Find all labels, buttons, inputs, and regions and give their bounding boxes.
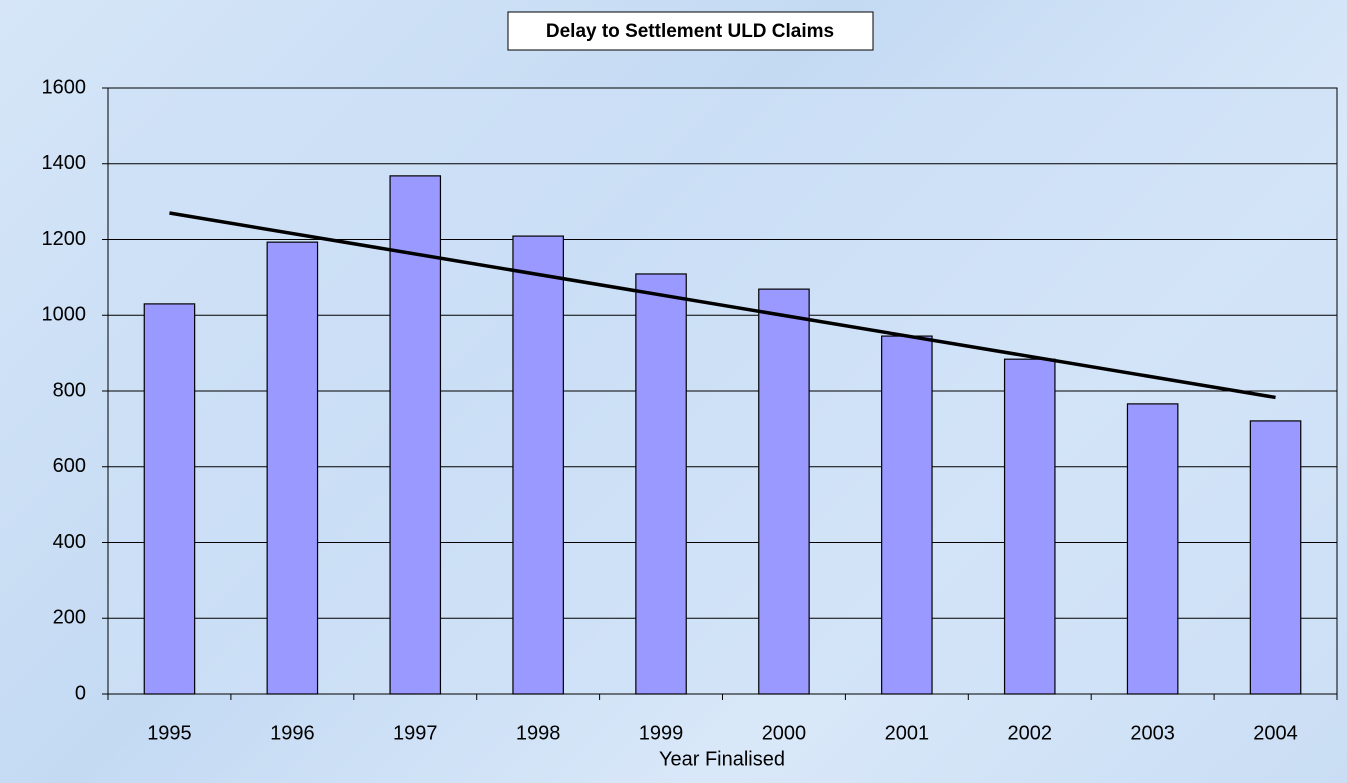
bar — [635, 273, 687, 695]
bar — [143, 303, 196, 695]
trend-line — [169, 211, 1276, 400]
y-tick-label: 1200 — [42, 228, 87, 250]
y-tick-label: 200 — [53, 607, 86, 629]
y-tick-label: 0 — [75, 682, 86, 704]
x-tick-label: 2001 — [885, 722, 930, 744]
y-tick-label: 1000 — [42, 304, 87, 326]
title-box — [507, 11, 874, 51]
bar — [1249, 420, 1302, 695]
y-tick-label: 1400 — [42, 152, 87, 174]
bar — [266, 241, 319, 695]
y-tick-label: 1600 — [42, 76, 87, 98]
bar — [389, 175, 442, 695]
chart-title: Delay to Settlement ULD Claims — [546, 21, 834, 42]
bar — [1126, 403, 1179, 695]
x-tick-label: 1999 — [639, 722, 684, 744]
bar — [758, 288, 810, 695]
x-tick-label: 2000 — [762, 722, 807, 744]
bar — [881, 335, 933, 695]
x-tick-label: 1997 — [393, 722, 438, 744]
bar — [512, 235, 564, 695]
y-tick-label: 600 — [53, 455, 86, 477]
bar — [1003, 358, 1056, 695]
x-tick-label: 2004 — [1253, 722, 1298, 744]
x-tick-label: 2003 — [1130, 722, 1175, 744]
x-tick-label: 1998 — [516, 722, 561, 744]
x-tick-label: 1996 — [270, 722, 315, 744]
x-tick-label: 1995 — [147, 722, 192, 744]
x-tick-label: 2002 — [1008, 722, 1053, 744]
y-tick-label: 400 — [53, 531, 86, 553]
y-tick-label: 800 — [53, 379, 86, 401]
x-axis-label: Year Finalised — [659, 748, 785, 770]
